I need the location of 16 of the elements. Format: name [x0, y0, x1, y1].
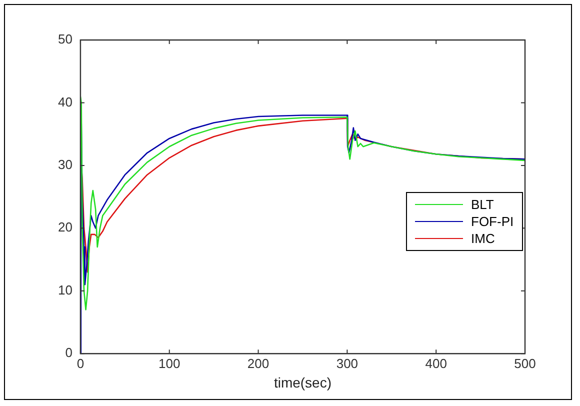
x-tick-label: 100 [158, 356, 180, 371]
x-tick-label: 300 [336, 356, 358, 371]
legend-label: FOF-PI [471, 213, 514, 230]
y-tick-label: 30 [58, 157, 72, 172]
legend-label: IMC [471, 230, 495, 248]
x-tick-label: 200 [247, 356, 270, 371]
y-tick-label: 10 [58, 282, 72, 298]
x-tick-label: 500 [514, 356, 536, 371]
y-tick-label: 0 [65, 345, 72, 360]
legend-label: BLT [471, 196, 494, 214]
x-tick-label: 0 [76, 356, 84, 371]
y-tick-label: 50 [58, 32, 72, 47]
y-tick-label: 20 [58, 220, 72, 235]
y-tick-label: 40 [58, 94, 72, 110]
x-tick-label: 400 [425, 356, 447, 371]
x-axis-title: time(sec) [274, 374, 332, 390]
